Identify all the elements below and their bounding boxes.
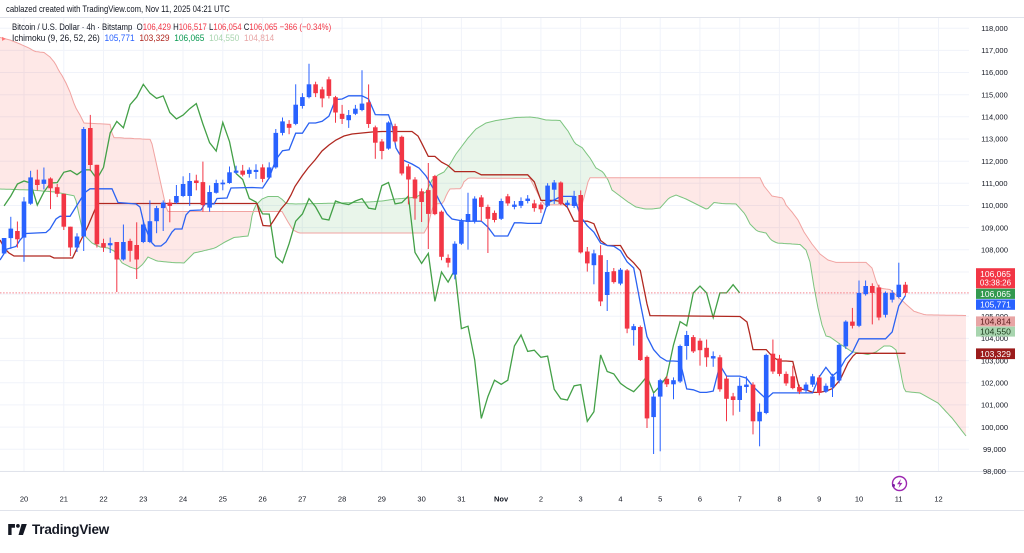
svg-text:4: 4 <box>618 495 622 504</box>
svg-text:7: 7 <box>738 495 742 504</box>
svg-text:24: 24 <box>179 495 187 504</box>
svg-text:105,771: 105,771 <box>980 300 1011 310</box>
svg-text:101,000: 101,000 <box>981 401 1008 410</box>
svg-text:25: 25 <box>219 495 227 504</box>
svg-text:23: 23 <box>139 495 147 504</box>
svg-text:109,000: 109,000 <box>981 223 1008 232</box>
svg-text:9: 9 <box>817 495 821 504</box>
svg-text:29: 29 <box>378 495 386 504</box>
svg-text:11: 11 <box>895 495 903 504</box>
svg-text:6: 6 <box>698 495 702 504</box>
svg-text:8: 8 <box>777 495 781 504</box>
svg-text:108,000: 108,000 <box>981 246 1008 255</box>
svg-text:Nov: Nov <box>494 495 509 504</box>
svg-text:21: 21 <box>60 495 68 504</box>
svg-text:100,000: 100,000 <box>981 423 1008 432</box>
svg-text:10: 10 <box>855 495 863 504</box>
svg-text:112,000: 112,000 <box>981 157 1008 166</box>
svg-text:03:38:26: 03:38:26 <box>980 279 1012 288</box>
svg-text:111,000: 111,000 <box>982 179 1008 188</box>
svg-text:3: 3 <box>579 495 583 504</box>
svg-text:110,000: 110,000 <box>981 201 1008 210</box>
svg-text:115,000: 115,000 <box>981 90 1008 99</box>
svg-text:104,000: 104,000 <box>981 334 1008 343</box>
svg-text:30: 30 <box>417 495 425 504</box>
svg-text:104,550: 104,550 <box>980 327 1011 337</box>
svg-text:31: 31 <box>457 495 465 504</box>
svg-text:118,000: 118,000 <box>981 24 1008 33</box>
svg-text:28: 28 <box>338 495 346 504</box>
svg-text:106,065: 106,065 <box>980 289 1011 299</box>
svg-text:22: 22 <box>99 495 107 504</box>
svg-text:99,000: 99,000 <box>983 445 1006 454</box>
svg-text:98,000: 98,000 <box>983 467 1006 476</box>
svg-text:106,065: 106,065 <box>980 269 1011 279</box>
svg-text:114,000: 114,000 <box>981 113 1008 122</box>
svg-text:117,000: 117,000 <box>981 46 1008 55</box>
svg-text:20: 20 <box>20 495 28 504</box>
svg-text:104,814: 104,814 <box>980 316 1011 326</box>
svg-text:2: 2 <box>539 495 543 504</box>
svg-text:5: 5 <box>658 495 662 504</box>
svg-text:113,000: 113,000 <box>981 135 1008 144</box>
svg-text:116,000: 116,000 <box>981 68 1008 77</box>
svg-text:27: 27 <box>298 495 306 504</box>
svg-text:103,329: 103,329 <box>980 349 1011 359</box>
svg-text:26: 26 <box>258 495 266 504</box>
svg-text:102,000: 102,000 <box>981 379 1008 388</box>
svg-text:12: 12 <box>934 495 942 504</box>
svg-text:103,000: 103,000 <box>981 356 1008 365</box>
